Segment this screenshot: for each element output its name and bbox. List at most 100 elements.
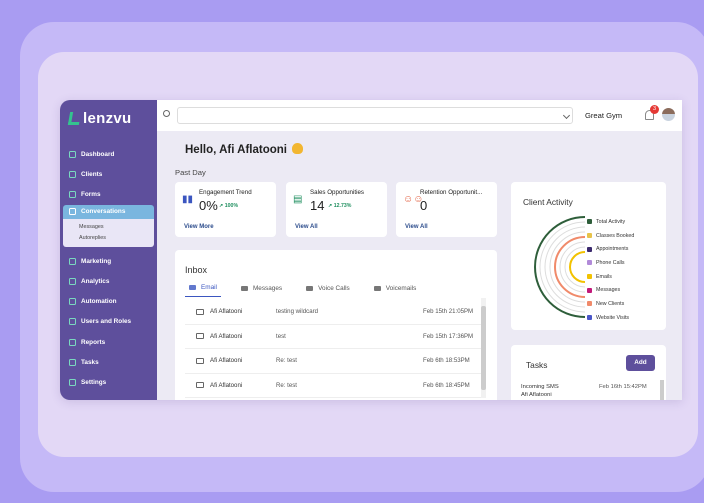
team-icon	[69, 318, 76, 326]
sidebar-item-marketing[interactable]: Marketing	[60, 251, 157, 271]
bell-icon[interactable]	[645, 110, 654, 120]
conversations-submenu: Messages Autoreplies	[63, 218, 154, 247]
sidebar-item-settings[interactable]: Settings	[60, 373, 157, 393]
legend-label: Classes Booked	[596, 232, 635, 239]
stat-change: ↗ 12.73%	[328, 203, 352, 209]
row-subject: Re: test	[276, 381, 297, 389]
tab-email[interactable]: Email	[185, 281, 221, 297]
tab-label: Voicemails	[385, 284, 417, 292]
envelope-icon	[196, 357, 204, 364]
task-item-title[interactable]: Incoming SMS	[521, 384, 559, 390]
bar-chart-icon: ▮▮	[182, 194, 194, 205]
sidebar-item-analytics[interactable]: Analytics	[60, 271, 157, 291]
row-from: Afi Aflatooni	[210, 332, 243, 340]
tab-messages[interactable]: Messages	[237, 281, 286, 297]
tab-label: Email	[201, 284, 217, 291]
waving-hand-icon	[292, 143, 304, 154]
avatar[interactable]	[662, 108, 675, 121]
task-item-date: Feb 16th 15:42PM	[599, 384, 647, 390]
legend-item: Appointments	[587, 242, 634, 256]
row-date: Feb 6th 18:45PM	[423, 381, 470, 389]
sidebar: lenzvu Dashboard Clients Forms Conversat…	[60, 100, 157, 400]
grid-icon	[69, 150, 76, 158]
sidebar-item-label: Dashboard	[81, 150, 115, 158]
tab-label: Voice Calls	[318, 284, 350, 292]
stat-title: Retention Opportunit...	[420, 189, 483, 196]
sidebar-item-label: Forms	[81, 191, 101, 199]
client-activity-title: Client Activity	[523, 197, 573, 207]
tab-voice-calls[interactable]: Voice Calls	[302, 281, 354, 297]
inbox-scrollbar[interactable]	[481, 298, 486, 398]
view-more-link[interactable]: View More	[184, 224, 214, 230]
sidebar-item-label: Analytics	[81, 277, 110, 285]
row-subject: testing wildcard	[276, 308, 318, 316]
legend-swatch	[587, 274, 592, 280]
table-row[interactable]: Afi Aflatooni testing wildcard Feb 15th 21…	[185, 300, 481, 325]
row-date: Feb 15th 21:05PM	[423, 308, 474, 316]
app-window: lenzvu Dashboard Clients Forms Conversat…	[60, 100, 682, 400]
sidebar-item-clients[interactable]: Clients	[60, 164, 157, 184]
legend-swatch	[587, 219, 592, 225]
ring-track	[549, 231, 585, 303]
ring-new-clients	[554, 236, 585, 298]
task-item-client: Afi Aflatooni	[521, 392, 552, 398]
phone-icon	[306, 285, 314, 291]
subitem-autoreplies[interactable]: Autoreplies	[79, 235, 106, 242]
legend-item: Messages	[587, 283, 634, 297]
legend-item: Phone Calls	[587, 256, 634, 270]
subitem-messages[interactable]: Messages	[79, 223, 104, 230]
notification-badge: 3	[650, 105, 659, 114]
sidebar-item-label: Users and Roles	[81, 318, 132, 326]
sidebar-item-label: Conversations	[81, 208, 126, 216]
sidebar-item-label: Settings	[81, 379, 107, 387]
activity-legend: Total Activity Classes Booked Appointmen…	[587, 215, 634, 325]
row-from: Afi Aflatooni	[210, 308, 243, 316]
greeting-text: Hello, Afi Aflatooni	[185, 144, 288, 156]
sidebar-item-users-and-roles[interactable]: Users and Roles	[60, 312, 157, 332]
sidebar-item-conversations[interactable]: Conversations	[63, 204, 154, 219]
legend-item: New Clients	[587, 297, 634, 311]
sidebar-item-reports[interactable]: Reports	[60, 332, 157, 352]
table-row[interactable]: Afi Aflatooni Re: test Feb 6th 18:53PM	[185, 349, 481, 374]
legend-swatch	[587, 246, 592, 252]
envelope-icon	[196, 308, 204, 315]
legend-item: Total Activity	[587, 215, 634, 229]
view-all-link[interactable]: View All	[295, 224, 318, 230]
inbox-tabs: Email Messages Voice Calls Voicemails	[185, 281, 436, 297]
stat-value: 14	[310, 198, 325, 213]
users-icon	[69, 170, 76, 178]
legend-label: Phone Calls	[596, 259, 625, 266]
table-row[interactable]: Afi Aflatooni Re: test Feb 6th 18:45PM	[185, 374, 481, 398]
past-day-label: Past Day	[175, 168, 206, 177]
scrollbar-thumb[interactable]	[481, 306, 486, 390]
tasks-title: Tasks	[526, 360, 548, 370]
sidebar-item-label: Clients	[81, 170, 103, 178]
stat-card-engagement: ▮▮ Engagement Trend 0% ↗ 100% View More	[175, 182, 276, 237]
table-row[interactable]: Afi Aflatooni test Feb 15th 17:36PM	[185, 325, 481, 349]
legend-item: Classes Booked	[587, 229, 634, 243]
stat-card-retention: ☺☺ Retention Opportunit... 0 View All	[396, 182, 497, 237]
add-task-button[interactable]: Add	[626, 355, 655, 371]
legend-swatch	[587, 287, 592, 293]
stat-change: ↗ 100%	[219, 203, 239, 209]
sidebar-item-tasks[interactable]: Tasks	[60, 352, 157, 372]
ring-track	[544, 226, 585, 308]
logo[interactable]: lenzvu	[67, 110, 131, 127]
row-from: Afi Aflatooni	[210, 357, 243, 365]
legend-label: New Clients	[596, 300, 625, 307]
tab-voicemails[interactable]: Voicemails	[370, 281, 421, 297]
client-activity-panel: Client Activity Total Activity Classes B…	[511, 182, 666, 330]
robot-icon	[69, 298, 76, 306]
stat-value: 0%	[199, 198, 218, 213]
tasks-scrollbar[interactable]	[660, 380, 664, 400]
sidebar-item-automation[interactable]: Automation	[60, 291, 157, 311]
search-input[interactable]	[177, 107, 573, 124]
view-all-link[interactable]: View All	[405, 224, 428, 230]
activity-rings-chart	[534, 216, 585, 318]
sidebar-item-forms[interactable]: Forms	[60, 185, 157, 205]
envelope-icon	[196, 333, 204, 340]
sidebar-item-label: Tasks	[81, 359, 99, 367]
envelope-icon	[196, 382, 204, 389]
sidebar-item-dashboard[interactable]: Dashboard	[60, 144, 157, 164]
gym-selector[interactable]: Great Gym	[585, 111, 623, 120]
